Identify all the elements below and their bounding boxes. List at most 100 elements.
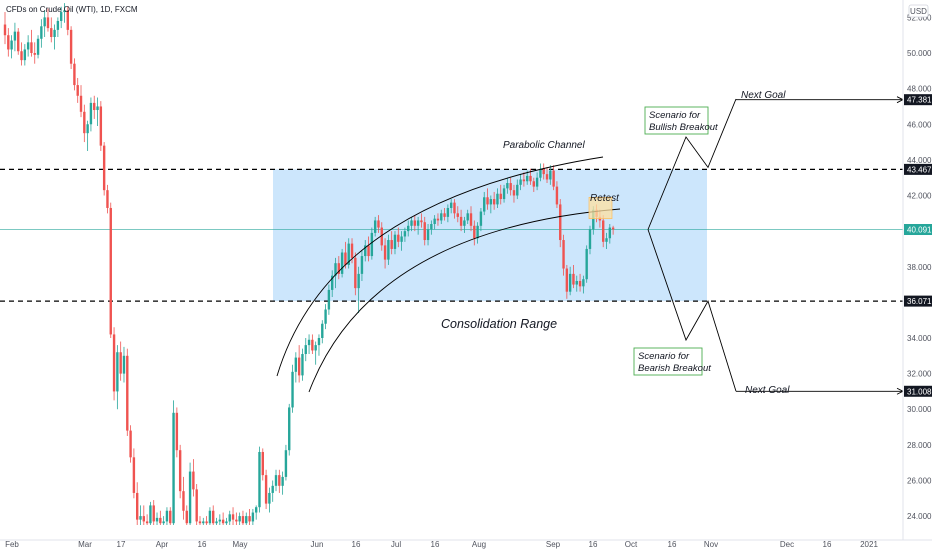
candle-body[interactable] <box>89 102 93 125</box>
candle-body[interactable] <box>486 197 489 205</box>
candle-body[interactable] <box>549 170 552 180</box>
candle-body[interactable] <box>400 236 403 242</box>
candle-body[interactable] <box>423 222 426 241</box>
candle-body[interactable] <box>559 204 562 241</box>
candle-body[interactable] <box>139 516 142 520</box>
candle-body[interactable] <box>149 505 152 524</box>
candle-body[interactable] <box>542 168 545 175</box>
candle-body[interactable] <box>516 184 519 196</box>
candle-body[interactable] <box>271 485 274 493</box>
candle-body[interactable] <box>393 234 397 249</box>
candle-body[interactable] <box>387 240 390 260</box>
candle-body[interactable] <box>169 510 172 524</box>
candle-body[interactable] <box>264 475 268 504</box>
candle-body[interactable] <box>7 35 10 50</box>
candle-body[interactable] <box>43 17 46 27</box>
candle-body[interactable] <box>317 337 321 346</box>
candle-body[interactable] <box>231 514 235 520</box>
candle-body[interactable] <box>36 38 40 55</box>
candle-body[interactable] <box>555 186 559 205</box>
candle-body[interactable] <box>76 85 79 96</box>
candle-body[interactable] <box>46 17 50 29</box>
candle-body[interactable] <box>446 207 450 217</box>
candle-body[interactable] <box>568 273 572 292</box>
candle-body[interactable] <box>390 240 393 249</box>
candle-body[interactable] <box>96 106 99 111</box>
candle-body[interactable] <box>198 521 202 524</box>
candle-body[interactable] <box>126 355 129 431</box>
candle-body[interactable] <box>10 40 13 50</box>
candle-body[interactable] <box>205 521 208 524</box>
candle-body[interactable] <box>509 183 512 191</box>
candle-body[interactable] <box>281 476 284 486</box>
candle-body[interactable] <box>535 177 539 187</box>
candle-body[interactable] <box>367 245 370 257</box>
candle-body[interactable] <box>142 516 146 522</box>
candle-body[interactable] <box>357 273 360 289</box>
candle-body[interactable] <box>443 213 446 217</box>
candle-body[interactable] <box>182 491 185 511</box>
candle-body[interactable] <box>572 273 575 285</box>
candle-body[interactable] <box>26 42 30 50</box>
candle-body[interactable] <box>327 289 331 310</box>
candle-body[interactable] <box>565 268 569 292</box>
candle-body[interactable] <box>185 510 188 524</box>
candle-body[interactable] <box>268 492 271 504</box>
candle-body[interactable] <box>86 124 89 134</box>
candle-body[interactable] <box>539 168 542 178</box>
candle-body[interactable] <box>291 371 294 408</box>
candle-body[interactable] <box>188 471 192 524</box>
candle-body[interactable] <box>235 519 238 522</box>
candle-body[interactable] <box>56 20 60 30</box>
candle-body[interactable] <box>476 225 479 239</box>
candle-body[interactable] <box>459 216 463 226</box>
candle-body[interactable] <box>519 179 522 185</box>
candle-body[interactable] <box>410 220 413 226</box>
candle-body[interactable] <box>33 53 36 55</box>
candle-body[interactable] <box>525 175 529 182</box>
candle-body[interactable] <box>73 63 76 86</box>
consolidation-range-box[interactable] <box>273 169 707 302</box>
candle-body[interactable] <box>311 339 314 351</box>
time-axis-ticks[interactable]: Feb Mar 17 Apr 16 May Jun 16 Jul 16 Aug Sep 16 Oct 16 N… <box>5 540 878 549</box>
candle-body[interactable] <box>63 10 66 13</box>
candle-body[interactable] <box>433 218 436 225</box>
candle-body[interactable] <box>99 106 103 146</box>
candle-body[interactable] <box>53 29 56 37</box>
candle-body[interactable] <box>30 42 33 54</box>
candle-body[interactable] <box>245 516 248 524</box>
candle-body[interactable] <box>350 243 354 258</box>
bullish-scenario-path[interactable] <box>647 98 737 230</box>
candle-body[interactable] <box>284 450 288 477</box>
candle-body[interactable] <box>116 352 119 392</box>
candle-body[interactable] <box>506 183 509 189</box>
candle-body[interactable] <box>436 218 440 221</box>
candle-body[interactable] <box>605 238 608 242</box>
candle-body[interactable] <box>337 263 341 274</box>
candle-body[interactable] <box>456 213 459 217</box>
candle-body[interactable] <box>202 521 205 524</box>
candle-body[interactable] <box>360 256 364 274</box>
candle-body[interactable] <box>225 521 228 524</box>
candle-body[interactable] <box>228 514 231 522</box>
candle-body[interactable] <box>3 24 7 36</box>
candle-body[interactable] <box>469 213 473 226</box>
candle-body[interactable] <box>489 199 493 205</box>
candle-body[interactable] <box>416 220 420 226</box>
candle-body[interactable] <box>23 49 27 61</box>
candle-body[interactable] <box>466 213 469 221</box>
candle-body[interactable] <box>430 224 433 230</box>
candle-body[interactable] <box>512 190 516 196</box>
candle-body[interactable] <box>136 492 139 520</box>
candle-body[interactable] <box>238 516 241 522</box>
candle-body[interactable] <box>13 31 17 41</box>
candle-body[interactable] <box>258 451 261 508</box>
candle-body[interactable] <box>420 220 423 223</box>
candle-body[interactable] <box>50 28 53 37</box>
candle-body[interactable] <box>499 193 502 200</box>
candle-body[interactable] <box>321 323 324 338</box>
candle-body[interactable] <box>155 517 159 522</box>
candle-body[interactable] <box>492 199 496 205</box>
candle-body[interactable] <box>254 507 258 513</box>
candle-body[interactable] <box>215 521 218 524</box>
